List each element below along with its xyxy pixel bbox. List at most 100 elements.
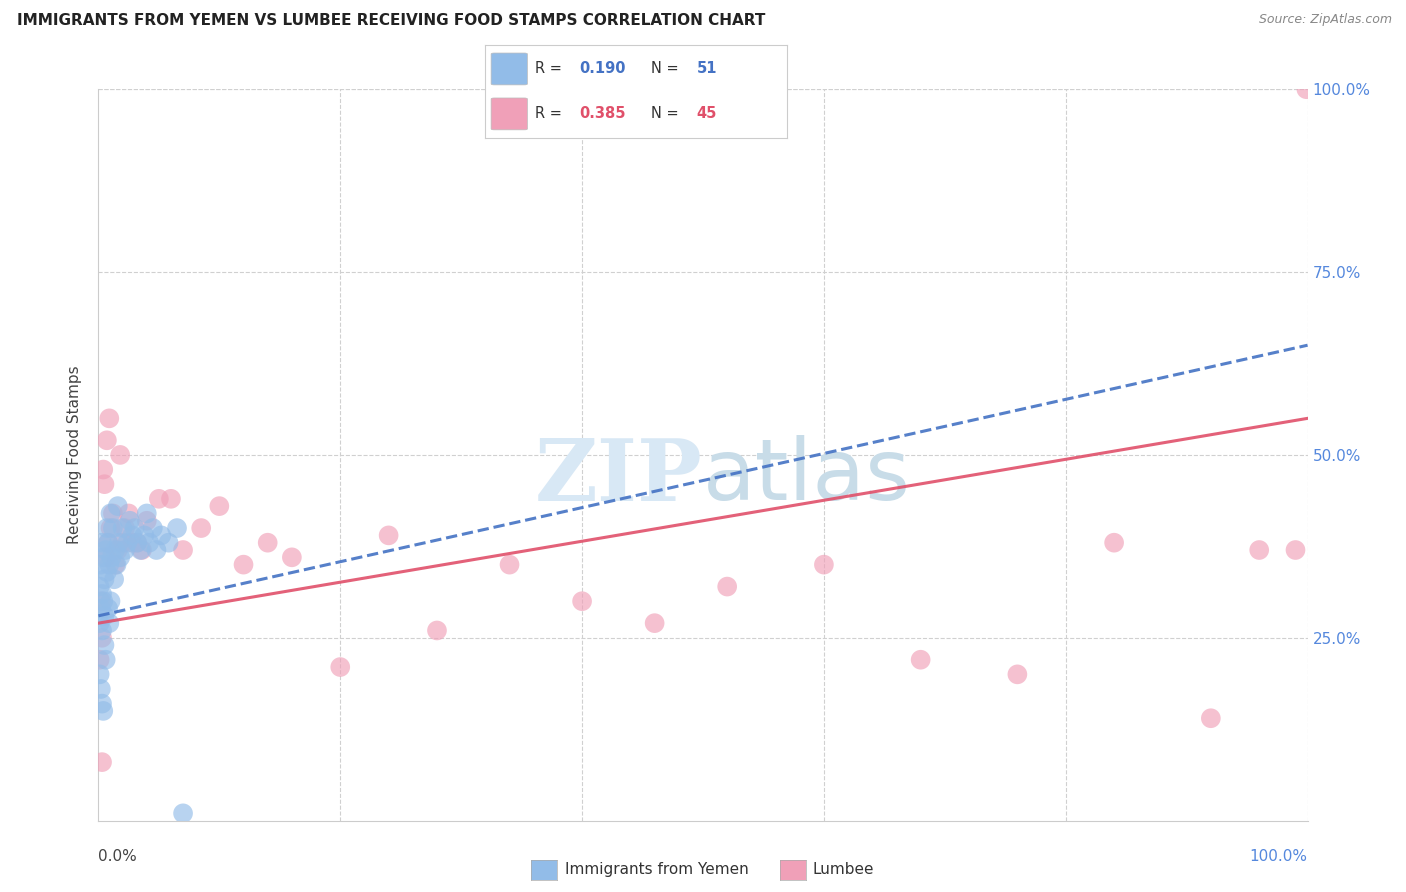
Point bbox=[121, 528, 143, 542]
Point bbox=[100, 507, 122, 521]
Point bbox=[91, 587, 114, 601]
Point bbox=[166, 521, 188, 535]
Point bbox=[1284, 543, 1306, 558]
Point bbox=[91, 704, 114, 718]
Text: Lumbee: Lumbee bbox=[813, 863, 875, 877]
Point bbox=[94, 543, 117, 558]
Point bbox=[135, 507, 157, 521]
Point bbox=[716, 580, 738, 594]
Point bbox=[1007, 667, 1029, 681]
Point bbox=[97, 535, 120, 549]
Text: R =: R = bbox=[534, 62, 567, 77]
Point bbox=[96, 434, 118, 448]
Text: N =: N = bbox=[651, 106, 683, 121]
Point bbox=[124, 521, 146, 535]
Point bbox=[111, 521, 134, 535]
Point bbox=[281, 550, 304, 565]
Point bbox=[135, 514, 157, 528]
Point bbox=[107, 499, 129, 513]
Point bbox=[145, 543, 167, 558]
Point bbox=[91, 624, 114, 638]
Point bbox=[910, 653, 932, 667]
Text: IMMIGRANTS FROM YEMEN VS LUMBEE RECEIVING FOOD STAMPS CORRELATION CHART: IMMIGRANTS FROM YEMEN VS LUMBEE RECEIVIN… bbox=[17, 13, 765, 29]
Point bbox=[157, 535, 180, 549]
Point bbox=[91, 550, 114, 565]
Point bbox=[90, 681, 112, 696]
Text: R =: R = bbox=[534, 106, 567, 121]
Text: atlas: atlas bbox=[703, 435, 911, 518]
Text: 0.0%: 0.0% bbox=[98, 849, 138, 864]
Point bbox=[101, 521, 124, 535]
Point bbox=[93, 572, 115, 586]
FancyBboxPatch shape bbox=[491, 98, 527, 130]
Point bbox=[97, 601, 120, 615]
Point bbox=[108, 535, 131, 549]
Point bbox=[91, 755, 114, 769]
Point bbox=[118, 507, 141, 521]
Point bbox=[114, 521, 136, 535]
Point bbox=[90, 601, 112, 615]
Point bbox=[105, 558, 128, 572]
Point bbox=[89, 616, 111, 631]
Point bbox=[100, 594, 122, 608]
Point bbox=[100, 550, 122, 565]
Point bbox=[190, 521, 212, 535]
Point bbox=[377, 528, 399, 542]
Point bbox=[103, 572, 125, 586]
Point bbox=[89, 653, 111, 667]
Point bbox=[98, 411, 121, 425]
Point bbox=[100, 521, 122, 535]
Point bbox=[1249, 543, 1271, 558]
Point bbox=[91, 462, 114, 476]
Point bbox=[172, 543, 194, 558]
FancyBboxPatch shape bbox=[491, 53, 527, 85]
Point bbox=[160, 491, 183, 506]
Point bbox=[98, 616, 121, 631]
Point bbox=[117, 535, 139, 549]
Point bbox=[97, 535, 120, 549]
Point bbox=[138, 535, 160, 549]
Point bbox=[127, 535, 149, 549]
Point bbox=[94, 653, 117, 667]
Point bbox=[91, 631, 114, 645]
Point bbox=[131, 543, 153, 558]
Point bbox=[142, 521, 165, 535]
Point bbox=[101, 507, 124, 521]
Point bbox=[90, 558, 112, 572]
Point bbox=[89, 580, 111, 594]
Point bbox=[91, 697, 114, 711]
Point bbox=[208, 499, 231, 513]
Text: N =: N = bbox=[651, 62, 683, 77]
Point bbox=[107, 543, 129, 558]
Text: 0.190: 0.190 bbox=[579, 62, 626, 77]
Text: Immigrants from Yemen: Immigrants from Yemen bbox=[565, 863, 749, 877]
Point bbox=[108, 448, 131, 462]
Point bbox=[644, 616, 666, 631]
Point bbox=[129, 543, 152, 558]
Point bbox=[232, 558, 254, 572]
Point bbox=[150, 528, 173, 542]
Point bbox=[571, 594, 593, 608]
Point bbox=[94, 550, 117, 565]
Point bbox=[498, 558, 520, 572]
Point bbox=[93, 477, 115, 491]
Point bbox=[134, 528, 156, 542]
Point bbox=[96, 521, 118, 535]
Point bbox=[1102, 535, 1125, 549]
Text: Source: ZipAtlas.com: Source: ZipAtlas.com bbox=[1258, 13, 1392, 27]
Point bbox=[148, 491, 170, 506]
Point bbox=[111, 535, 134, 549]
Point bbox=[121, 535, 143, 549]
Text: ZIP: ZIP bbox=[536, 435, 703, 519]
Text: 51: 51 bbox=[696, 62, 717, 77]
Point bbox=[1295, 82, 1317, 96]
Text: 100.0%: 100.0% bbox=[1250, 849, 1308, 864]
Point bbox=[118, 514, 141, 528]
Point bbox=[172, 806, 194, 821]
Text: 0.385: 0.385 bbox=[579, 106, 626, 121]
Y-axis label: Receiving Food Stamps: Receiving Food Stamps bbox=[67, 366, 83, 544]
Point bbox=[329, 660, 352, 674]
Point bbox=[104, 543, 127, 558]
Point bbox=[104, 558, 127, 572]
Point bbox=[89, 667, 111, 681]
